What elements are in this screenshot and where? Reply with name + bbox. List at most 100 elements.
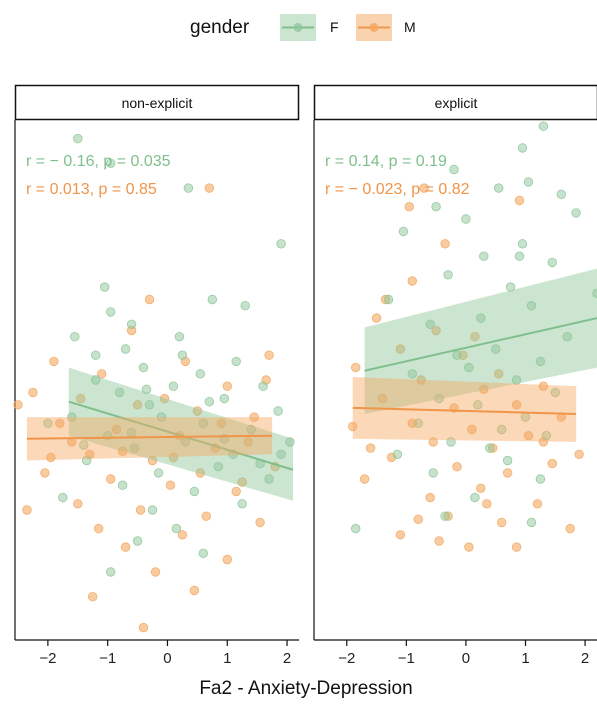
- data-point-m: [117, 446, 128, 456]
- x-tick-label-non-explicit: −1: [99, 650, 116, 667]
- data-point-f: [132, 536, 143, 546]
- data-point-m: [365, 443, 376, 453]
- data-point-f: [505, 282, 516, 292]
- x-tick-label-explicit: −1: [398, 650, 415, 667]
- data-point-f: [276, 239, 286, 249]
- data-point-f: [452, 350, 462, 360]
- data-point-m: [237, 477, 247, 487]
- data-point-m: [249, 412, 259, 422]
- data-point-m: [255, 517, 265, 528]
- data-point-f: [174, 332, 185, 342]
- data-point-f: [535, 356, 546, 367]
- data-point-f: [514, 251, 525, 261]
- data-point-f: [126, 319, 137, 330]
- data-point-f: [258, 381, 268, 391]
- data-point-f: [470, 492, 480, 503]
- data-point-m: [105, 474, 116, 484]
- data-point-m: [195, 468, 206, 478]
- data-point-f: [120, 344, 131, 354]
- data-point-m: [120, 542, 131, 552]
- data-point-m: [93, 523, 104, 534]
- data-point-f: [276, 449, 286, 460]
- data-point-m: [514, 195, 525, 206]
- data-point-f: [219, 393, 230, 404]
- data-point-f: [550, 387, 561, 398]
- data-point-f: [273, 406, 283, 416]
- data-point-m: [111, 424, 122, 435]
- strip-label-non-explicit: non-explicit: [122, 95, 193, 111]
- data-point-f: [556, 189, 567, 200]
- data-point-f: [398, 226, 409, 237]
- data-point-m: [431, 325, 441, 336]
- data-point-f: [443, 270, 453, 280]
- fit-line-f: [68, 400, 294, 471]
- data-point-f: [473, 400, 483, 410]
- data-point-f: [153, 468, 164, 478]
- data-point-m: [351, 362, 361, 373]
- data-point-m: [222, 554, 233, 565]
- data-point-m: [243, 437, 253, 447]
- data-point-f: [494, 183, 504, 193]
- data-point-m: [547, 458, 558, 469]
- data-point-f: [144, 400, 155, 410]
- data-point-m: [96, 369, 107, 379]
- ci-ribbon-m: [352, 376, 577, 442]
- stat-m-non-explicit: r = 0.013, p = 0.85: [26, 181, 157, 198]
- data-point-f: [464, 362, 474, 373]
- data-point-f: [285, 437, 295, 447]
- x-tick-label-explicit: 2: [581, 650, 589, 667]
- data-point-m: [464, 542, 474, 552]
- panel-explicit: −2 −1 0 1 2: [313, 120, 597, 667]
- data-point-f: [105, 158, 116, 169]
- data-point-m: [538, 381, 549, 391]
- data-point-f: [198, 548, 209, 559]
- data-point-f: [189, 486, 200, 497]
- data-point-m: [201, 511, 212, 521]
- data-point-m: [49, 356, 59, 367]
- data-point-f: [240, 301, 250, 311]
- data-point-m: [13, 400, 23, 410]
- data-point-m: [138, 622, 149, 633]
- data-point-m: [87, 592, 98, 602]
- data-point-m: [73, 499, 83, 509]
- data-point-f: [502, 455, 513, 466]
- x-tick-label-non-explicit: 2: [283, 650, 291, 667]
- data-point-f: [413, 418, 424, 429]
- ci-ribbon-m: [26, 417, 273, 461]
- data-point-f: [213, 462, 224, 472]
- data-point-f: [105, 567, 116, 577]
- data-point-f: [517, 239, 528, 249]
- data-point-f: [562, 332, 572, 342]
- data-point-f: [511, 375, 522, 385]
- x-tick-label-explicit: −2: [338, 650, 355, 667]
- data-point-f: [99, 282, 110, 292]
- data-point-f: [383, 294, 394, 305]
- data-point-f: [90, 375, 101, 385]
- data-point-f: [446, 437, 456, 447]
- data-point-m: [479, 384, 489, 395]
- data-point-f: [592, 288, 597, 298]
- data-point-m: [425, 492, 435, 503]
- data-point-m: [452, 462, 462, 472]
- data-point-f: [547, 257, 558, 268]
- data-point-f: [231, 356, 241, 367]
- data-point-f: [431, 201, 441, 212]
- x-tick-label-non-explicit: 0: [163, 650, 171, 667]
- panel-non-explicit: −2 −1 0 1 2: [13, 120, 299, 667]
- data-point-m: [189, 585, 200, 596]
- data-point-m: [419, 183, 429, 193]
- data-point-f: [141, 384, 152, 395]
- data-point-m: [371, 313, 382, 323]
- data-point-m: [231, 486, 241, 497]
- data-point-m: [177, 530, 188, 540]
- data-point-m: [523, 431, 534, 441]
- data-point-m: [348, 421, 358, 432]
- data-point-f: [535, 474, 546, 484]
- data-point-f: [351, 523, 361, 534]
- strip-explicit: explicit: [313, 84, 597, 121]
- data-point-f: [73, 133, 83, 144]
- data-point-m: [440, 239, 450, 249]
- data-point-f: [246, 424, 256, 435]
- data-point-f: [195, 369, 206, 379]
